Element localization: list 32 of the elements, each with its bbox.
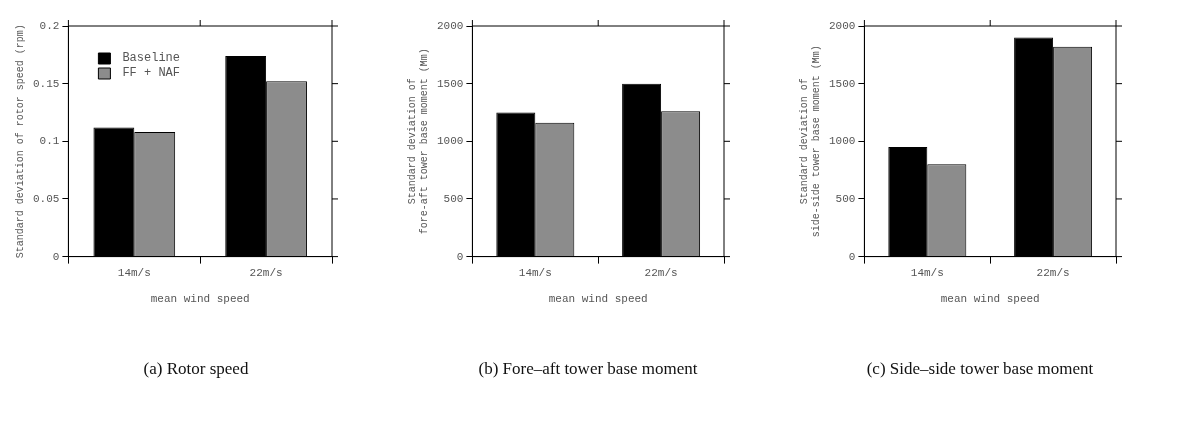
y-axis-title: Standard deviation of side-side tower base moment (Mm) [798, 45, 822, 238]
text: (a) Rotor speed [142, 358, 250, 380]
y-tick-label: 0.1 [39, 135, 60, 148]
text: (b) Fore–aft tower base moment [477, 358, 699, 380]
x-tick-label: 22m/s [644, 267, 678, 280]
y-tick-label: 1500 [829, 77, 856, 90]
x-axis-title: mean wind speed [548, 293, 648, 306]
y-axis-title: Standard deviation of rotor speed (rpm) [14, 24, 26, 259]
x-axis-title: mean wind speed [150, 293, 250, 306]
x-tick-label: 14m/s [518, 267, 552, 280]
legend-label: FF + NAF [122, 66, 181, 81]
x-axis-title: mean wind speed [940, 293, 1040, 306]
y-tick-label: 0.05 [33, 192, 60, 205]
x-tick-label: 14m/s [910, 267, 944, 280]
y-tick-label: 1500 [437, 77, 464, 90]
x-tick-label: 22m/s [249, 267, 283, 280]
y-tick-label: 1000 [829, 135, 856, 148]
legend-label: Baseline [122, 51, 181, 66]
y-tick-label: 0 [848, 250, 856, 263]
y-tick-label: 0.2 [39, 19, 60, 32]
y-axis-title: Standard deviation of fore-aft tower base moment (Mm) [406, 48, 430, 235]
y-tick-label: 2000 [829, 19, 856, 32]
y-tick-label: 1000 [437, 135, 464, 148]
y-tick-label: 0 [456, 250, 464, 263]
y-tick-label: 2000 [437, 19, 464, 32]
y-tick-label: 500 [443, 192, 464, 205]
y-tick-label: 0 [52, 250, 60, 263]
text: (c) Side–side tower base moment [865, 358, 1095, 380]
y-tick-label: 0.15 [33, 77, 60, 90]
y-tick-label: 500 [835, 192, 856, 205]
x-tick-label: 22m/s [1036, 267, 1070, 280]
x-tick-label: 14m/s [117, 267, 151, 280]
